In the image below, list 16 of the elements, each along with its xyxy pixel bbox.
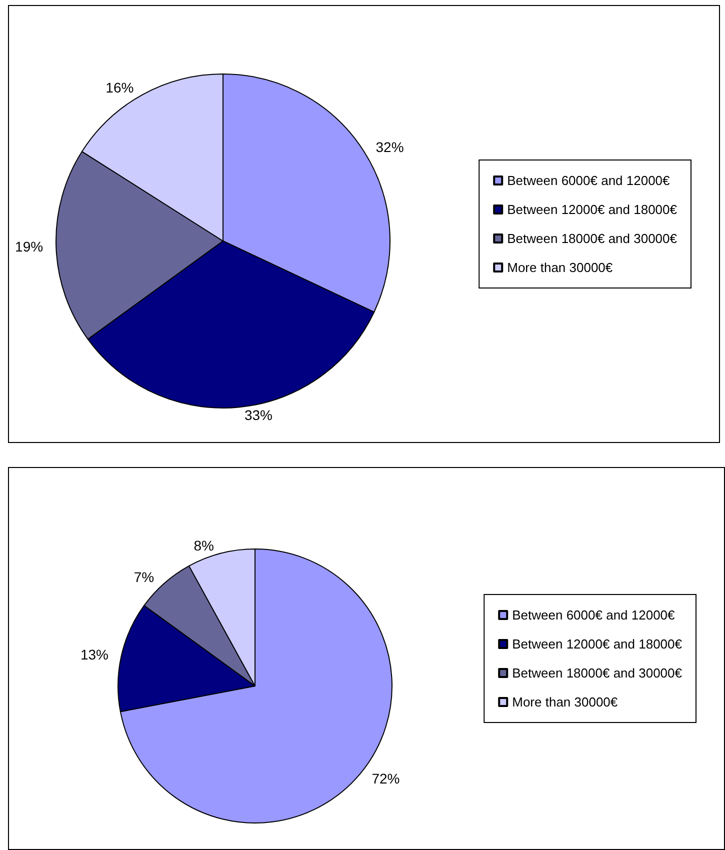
- legend-label: Between 6000€ and 12000€: [512, 608, 676, 622]
- legend-label: Between 12000€ and 18000€: [507, 202, 678, 217]
- legend-label: Between 12000€ and 18000€: [512, 636, 683, 652]
- data-label: 16%: [106, 80, 134, 96]
- data-label: 8%: [194, 538, 214, 554]
- legend-label: More than 30000€: [512, 694, 618, 710]
- data-label: 19%: [15, 238, 44, 254]
- legend-label: Between 18000€ and 30000€: [512, 666, 683, 680]
- data-label: 32%: [376, 139, 404, 156]
- data-label: 7%: [134, 569, 154, 586]
- legend-label: Between 6000€ and 12000€: [507, 173, 671, 188]
- data-label: 33%: [244, 407, 272, 424]
- legend-label: More than 30000€: [507, 260, 614, 275]
- data-label: 13%: [80, 646, 108, 662]
- data-label: 72%: [372, 770, 400, 786]
- legend-label: Between 18000€ and 30000€: [507, 231, 678, 246]
